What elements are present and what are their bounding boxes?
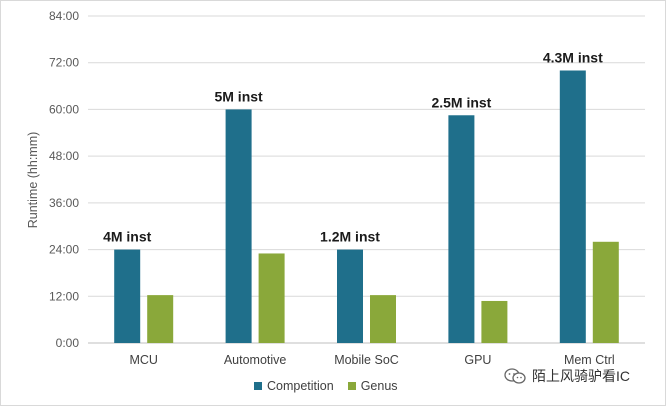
data-label: 1.2M inst — [320, 229, 380, 245]
bar-competition-gpu — [448, 115, 475, 344]
legend-label-competition: Competition — [267, 379, 334, 393]
bar-genus-automotive — [258, 253, 285, 343]
legend-label-genus: Genus — [360, 379, 398, 393]
y-axis-ticks: 0:00 12:00 24:00 36:00 48:00 60:00 72:00 84:00 — [49, 9, 79, 350]
y-tick-label: 60:00 — [49, 102, 79, 116]
legend-item-competition: Competition — [254, 379, 334, 393]
data-labels: 4M inst 5M inst 1.2M inst 2.5M inst 4.3M ins… — [103, 50, 603, 245]
x-category-label: Mobile SoC — [334, 353, 399, 367]
y-tick-label: 48:00 — [49, 149, 79, 163]
legend-swatch-genus — [347, 382, 356, 390]
y-tick-label: 72:00 — [49, 56, 79, 70]
x-category-label: Mem Ctrl — [564, 353, 615, 367]
x-category-label: GPU — [464, 353, 491, 367]
bar-genus-mem-ctrl — [592, 241, 619, 343]
y-axis-label: Runtime (hh:mm) — [26, 132, 40, 229]
legend: Competition Genus — [254, 379, 398, 393]
bars — [114, 70, 619, 344]
y-tick-label: 24:00 — [49, 243, 79, 257]
y-tick-label: 0:00 — [56, 336, 80, 350]
bar-genus-gpu — [481, 300, 508, 343]
data-label: 5M inst — [214, 88, 263, 104]
bar-competition-mobile-soc — [337, 249, 363, 343]
gridlines — [88, 15, 645, 344]
bar-genus-mobile-soc — [370, 295, 396, 343]
watermark-text: 陌上风骑驴看IC — [532, 368, 630, 384]
data-label: 4.3M inst — [543, 50, 603, 66]
y-tick-label: 36:00 — [49, 196, 79, 210]
data-label: 4M inst — [103, 229, 152, 245]
wechat-icon — [504, 368, 526, 384]
x-category-label: Automotive — [224, 353, 287, 367]
x-axis-categories: MCU Automotive Mobile SoC GPU Mem Ctrl — [129, 353, 614, 367]
x-category-label: MCU — [129, 353, 157, 367]
bar-competition-mcu — [114, 249, 141, 343]
bar-competition-automotive — [225, 109, 252, 343]
y-tick-label: 12:00 — [49, 289, 79, 303]
y-tick-label: 84:00 — [49, 9, 79, 23]
legend-swatch-competition — [254, 382, 262, 390]
bar-genus-mcu — [147, 295, 174, 343]
watermark: 陌上风骑驴看IC — [504, 366, 630, 386]
data-label: 2.5M inst — [431, 94, 491, 110]
legend-item-genus: Genus — [347, 379, 398, 393]
bar-competition-mem-ctrl — [559, 70, 586, 343]
